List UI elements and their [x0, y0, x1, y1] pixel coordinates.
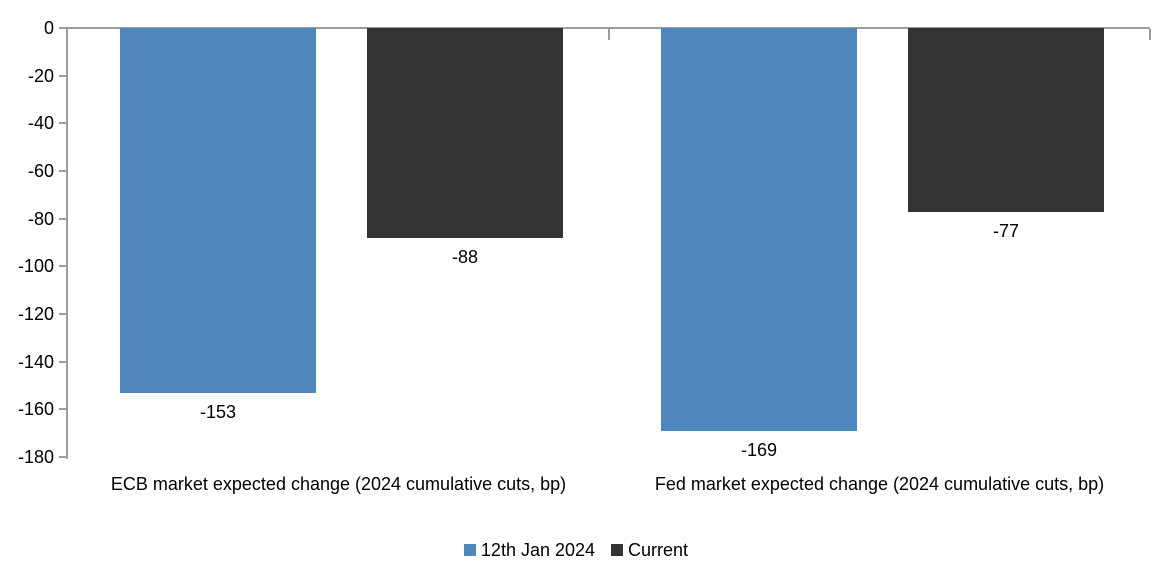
- category-label-fed: Fed market expected change (2024 cumulat…: [654, 474, 1105, 494]
- bar-value-label: -88: [451, 246, 478, 267]
- legend-item-12th-jan-2024: 12th Jan 2024: [463, 539, 596, 561]
- y-axis-tick-label: -140: [17, 351, 54, 372]
- y-axis-tick-label: -180: [17, 447, 54, 467]
- y-axis-tick: [59, 313, 68, 315]
- legend-swatch-blue-icon: [463, 544, 476, 556]
- y-axis-tick: [59, 265, 68, 268]
- y-axis-tick: [59, 74, 68, 77]
- y-axis-tick-label: -100: [17, 256, 54, 277]
- y-axis-tick-label: -60: [27, 161, 54, 181]
- y-axis-tick: [59, 360, 68, 363]
- y-axis-tick: [59, 456, 68, 458]
- y-axis-tick: [59, 122, 68, 125]
- category-divider-tick: [608, 29, 610, 40]
- bar-value-label: -77: [992, 220, 1019, 241]
- y-axis-tick-label: -160: [17, 399, 54, 420]
- y-axis-tick: [59, 408, 68, 411]
- x-axis-category-labels: ECB market expected change (2024 cumulat…: [68, 472, 1150, 496]
- legend-swatch-dark-icon: [611, 544, 624, 556]
- bar-current-ecb: [367, 28, 563, 238]
- bar-current-fed: [908, 28, 1104, 212]
- x-axis-line: [66, 27, 1150, 29]
- y-axis-tick-label: -120: [17, 304, 54, 324]
- legend-label: Current: [628, 540, 689, 560]
- y-axis-tick-label: -40: [27, 113, 54, 134]
- bar-value-label: -153: [199, 401, 237, 422]
- y-axis-tick-label: -80: [27, 208, 54, 229]
- category-label-ecb: ECB market expected change (2024 cumulat…: [110, 474, 567, 494]
- legend: 12th Jan 2024 Current: [0, 539, 1152, 561]
- bar-12th-jan-2024-fed: [661, 28, 857, 431]
- bar-12th-jan-2024-ecb: [120, 28, 316, 393]
- y-axis-tick: [59, 27, 68, 29]
- y-axis-tick-label: -20: [27, 65, 54, 86]
- bar-value-label: -169: [740, 439, 778, 460]
- y-axis-tick: [59, 217, 68, 220]
- legend-label: 12th Jan 2024: [480, 540, 596, 560]
- y-axis-tick: [59, 170, 68, 172]
- x-axis-end-tick: [1149, 29, 1151, 40]
- y-axis-tick-label: 0: [43, 18, 54, 38]
- legend-item-current: Current: [611, 539, 688, 561]
- y-axis-line: [66, 27, 68, 459]
